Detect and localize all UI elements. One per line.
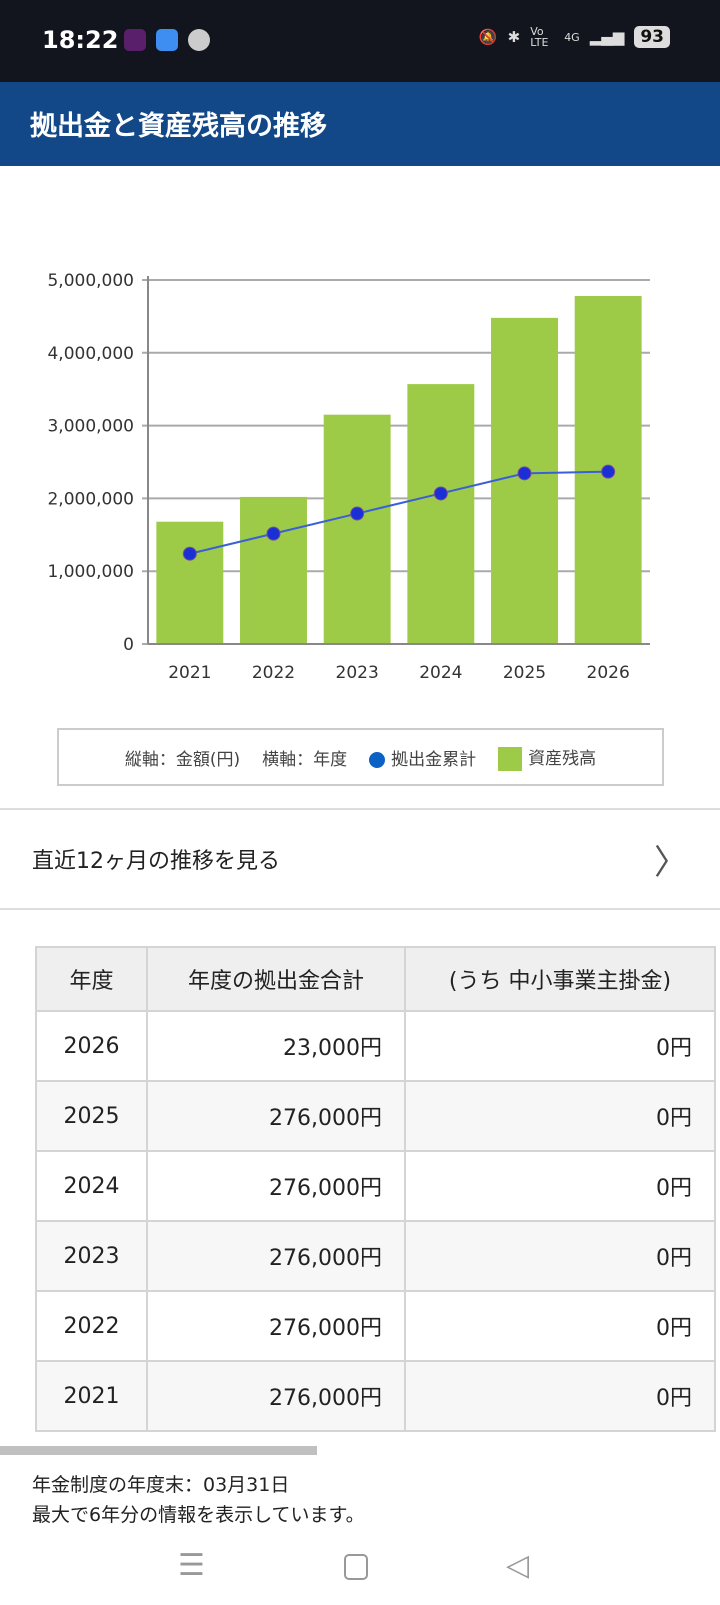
- status-time: 18:22: [42, 26, 119, 54]
- display-range-note: 最大で6年分の情報を表示しています。: [32, 1504, 365, 1526]
- volte-label: Vo LTE: [530, 25, 549, 49]
- network-label: 4G: [564, 30, 580, 44]
- y-tick-label: 2,000,000: [47, 489, 134, 509]
- table-row: 2025 276,000円 0円: [35, 1080, 716, 1152]
- y-tick-label: 4,000,000: [47, 344, 134, 364]
- line-point: [433, 486, 448, 501]
- cell-year: 2025: [35, 1080, 148, 1152]
- y-tick-label: 1,000,000: [47, 562, 134, 582]
- legend-line-label: 拠出金累計: [391, 749, 477, 770]
- cell-total: 276,000円: [146, 1290, 406, 1362]
- cell-employer: 0円: [404, 1150, 716, 1222]
- contribution-table: 年度 年度の拠出金合計 (うち 中小事業主掛金) 2026 23,000円 0円 20…: [35, 946, 716, 1432]
- table-row: 2026 23,000円 0円: [35, 1010, 716, 1082]
- bar: [240, 496, 307, 644]
- page-title: 拠出金と資産残高の推移: [0, 82, 720, 166]
- x-tick-label: 2024: [419, 663, 462, 683]
- x-tick-label: 2023: [336, 663, 379, 683]
- cell-year: 2024: [35, 1150, 148, 1222]
- legend-yaxis: 縦軸：金額(円): [124, 749, 241, 770]
- cell-total: 276,000円: [146, 1360, 406, 1432]
- col-year: 年度: [35, 946, 148, 1012]
- horizontal-scrollbar[interactable]: [0, 1446, 317, 1455]
- line-point: [517, 466, 532, 481]
- recent-12-months-link[interactable]: 直近12ヶ月の推移を見る 〉: [0, 808, 720, 910]
- weather-icon: [156, 29, 178, 51]
- x-tick-label: 2021: [168, 663, 211, 683]
- x-tick-label: 2025: [503, 663, 546, 683]
- navigation-bar: [0, 1525, 720, 1605]
- cell-total: 23,000円: [146, 1010, 406, 1082]
- contribution-line: [189, 470, 609, 555]
- chart-legend: 縦軸：金額(円) 横軸：年度 拠出金累計 資産残高: [57, 728, 664, 786]
- cell-year: 2023: [35, 1220, 148, 1292]
- chevron-right-icon: 〉: [654, 842, 688, 883]
- battery-indicator: 93: [634, 26, 670, 48]
- y-tick-label: 5,000,000: [47, 271, 134, 291]
- table-row: 2024 276,000円 0円: [35, 1150, 716, 1222]
- back-button[interactable]: ◁: [506, 1548, 530, 1583]
- legend-dot-icon: [369, 751, 386, 768]
- fiscal-year-end-note: 年金制度の年度末：03月31日: [32, 1474, 290, 1496]
- legend-xaxis: 横軸：年度: [262, 749, 348, 770]
- col-total: 年度の拠出金合計: [146, 946, 406, 1012]
- cell-employer: 0円: [404, 1010, 716, 1082]
- cell-total: 276,000円: [146, 1080, 406, 1152]
- legend-bar: 資産残高: [498, 744, 596, 771]
- cell-total: 276,000円: [146, 1150, 406, 1222]
- bar: [323, 414, 391, 644]
- cell-employer: 0円: [404, 1360, 716, 1432]
- recent-apps-button[interactable]: ☰: [178, 1548, 205, 1583]
- legend-bar-label: 資産残高: [528, 748, 597, 769]
- line-point: [266, 526, 281, 541]
- line-point: [350, 506, 365, 521]
- table-row: 2021 276,000円 0円: [35, 1360, 716, 1432]
- x-tick-label: 2026: [587, 663, 630, 683]
- cell-employer: 0円: [404, 1080, 716, 1152]
- cell-employer: 0円: [404, 1290, 716, 1362]
- home-button[interactable]: [344, 1554, 368, 1580]
- calendar-app-icon: [124, 29, 146, 51]
- cell-total: 276,000円: [146, 1220, 406, 1292]
- link-label: 直近12ヶ月の推移を見る: [32, 849, 280, 874]
- y-tick-label: 3,000,000: [47, 417, 134, 437]
- bar: [156, 521, 224, 644]
- cell-year: 2021: [35, 1360, 148, 1432]
- bar: [407, 384, 475, 644]
- signal-icon: ▂▄▆: [589, 28, 625, 46]
- line-point: [182, 546, 197, 561]
- legend-square-icon: [498, 746, 523, 771]
- line-point: [601, 464, 616, 479]
- bar: [491, 317, 558, 644]
- x-tick-label: 2022: [252, 663, 295, 683]
- mute-icon: 🔕: [478, 28, 498, 46]
- cell-year: 2022: [35, 1290, 148, 1362]
- bluetooth-icon: ✱: [507, 28, 521, 46]
- ball-icon: [188, 29, 210, 51]
- y-tick-label: 0: [123, 635, 134, 655]
- cell-employer: 0円: [404, 1220, 716, 1292]
- status-bar: 18:22 🔕 ✱ Vo LTE 4G ▂▄▆ 93: [0, 0, 720, 82]
- legend-line: 拠出金累計: [369, 745, 476, 770]
- cell-year: 2026: [35, 1010, 148, 1082]
- table-row: 2023 276,000円 0円: [35, 1220, 716, 1292]
- chart: 0 1,000,000 2,000,000 3,000,000 4,000,000 5,0…: [47, 271, 650, 683]
- table-row: 2022 276,000円 0円: [35, 1290, 716, 1362]
- col-employer: (うち 中小事業主掛金): [404, 946, 716, 1012]
